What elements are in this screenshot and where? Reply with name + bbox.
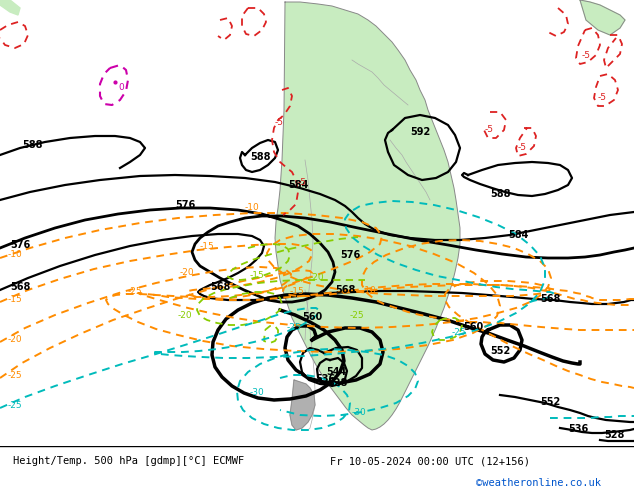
Text: -20: -20: [178, 311, 193, 320]
Text: 552: 552: [540, 397, 560, 407]
Text: 568: 568: [10, 282, 30, 292]
Text: 592: 592: [410, 127, 430, 137]
Text: -20: -20: [310, 273, 325, 282]
Text: 568: 568: [540, 294, 560, 304]
Text: -5: -5: [485, 125, 494, 134]
Text: -15: -15: [200, 242, 215, 251]
Text: 560: 560: [302, 312, 322, 322]
Text: 576: 576: [175, 200, 195, 210]
Text: 528: 528: [604, 430, 624, 440]
Text: 568: 568: [210, 282, 230, 292]
Polygon shape: [580, 0, 625, 35]
Text: -25: -25: [128, 287, 143, 296]
Text: -15: -15: [290, 287, 305, 296]
Text: -5: -5: [598, 93, 607, 102]
Text: 528: 528: [327, 378, 347, 388]
Text: Height/Temp. 500 hPa [gdmp][°C] ECMWF: Height/Temp. 500 hPa [gdmp][°C] ECMWF: [13, 456, 244, 466]
Text: 544: 544: [326, 367, 346, 377]
Polygon shape: [0, 0, 20, 15]
Text: -25: -25: [8, 401, 23, 410]
Text: -25: -25: [452, 328, 467, 337]
Text: 588: 588: [490, 189, 510, 199]
Text: -10: -10: [8, 250, 23, 259]
Text: 536: 536: [315, 374, 335, 384]
Text: 552: 552: [490, 346, 510, 356]
Text: 576: 576: [10, 240, 30, 250]
Text: -20: -20: [8, 335, 23, 344]
Text: -25: -25: [350, 311, 365, 320]
Text: ©weatheronline.co.uk: ©weatheronline.co.uk: [476, 478, 600, 489]
Text: 576: 576: [340, 250, 360, 260]
Text: 568: 568: [335, 285, 356, 295]
Polygon shape: [290, 380, 315, 430]
Text: -15: -15: [250, 271, 265, 280]
Text: -5: -5: [275, 118, 284, 127]
Text: 560: 560: [463, 322, 483, 332]
Text: -20: -20: [180, 268, 195, 277]
Text: -15: -15: [8, 295, 23, 304]
Text: 588: 588: [22, 140, 42, 150]
Text: -30: -30: [250, 388, 265, 397]
Text: 584: 584: [288, 180, 308, 190]
Text: -5: -5: [518, 143, 527, 152]
Polygon shape: [275, 2, 460, 430]
Text: -25: -25: [8, 371, 23, 380]
Text: 584: 584: [508, 230, 528, 240]
Text: Fr 10-05-2024 00:00 UTC (12+156): Fr 10-05-2024 00:00 UTC (12+156): [330, 456, 529, 466]
Text: 0: 0: [118, 83, 124, 92]
Text: -10: -10: [362, 286, 377, 295]
Text: 536: 536: [568, 424, 588, 434]
Text: -5: -5: [582, 51, 591, 60]
Text: 588: 588: [250, 152, 271, 162]
Text: -10: -10: [245, 203, 260, 212]
Text: -30: -30: [352, 408, 366, 417]
Text: -25: -25: [287, 323, 302, 332]
Text: -5: -5: [298, 178, 307, 187]
